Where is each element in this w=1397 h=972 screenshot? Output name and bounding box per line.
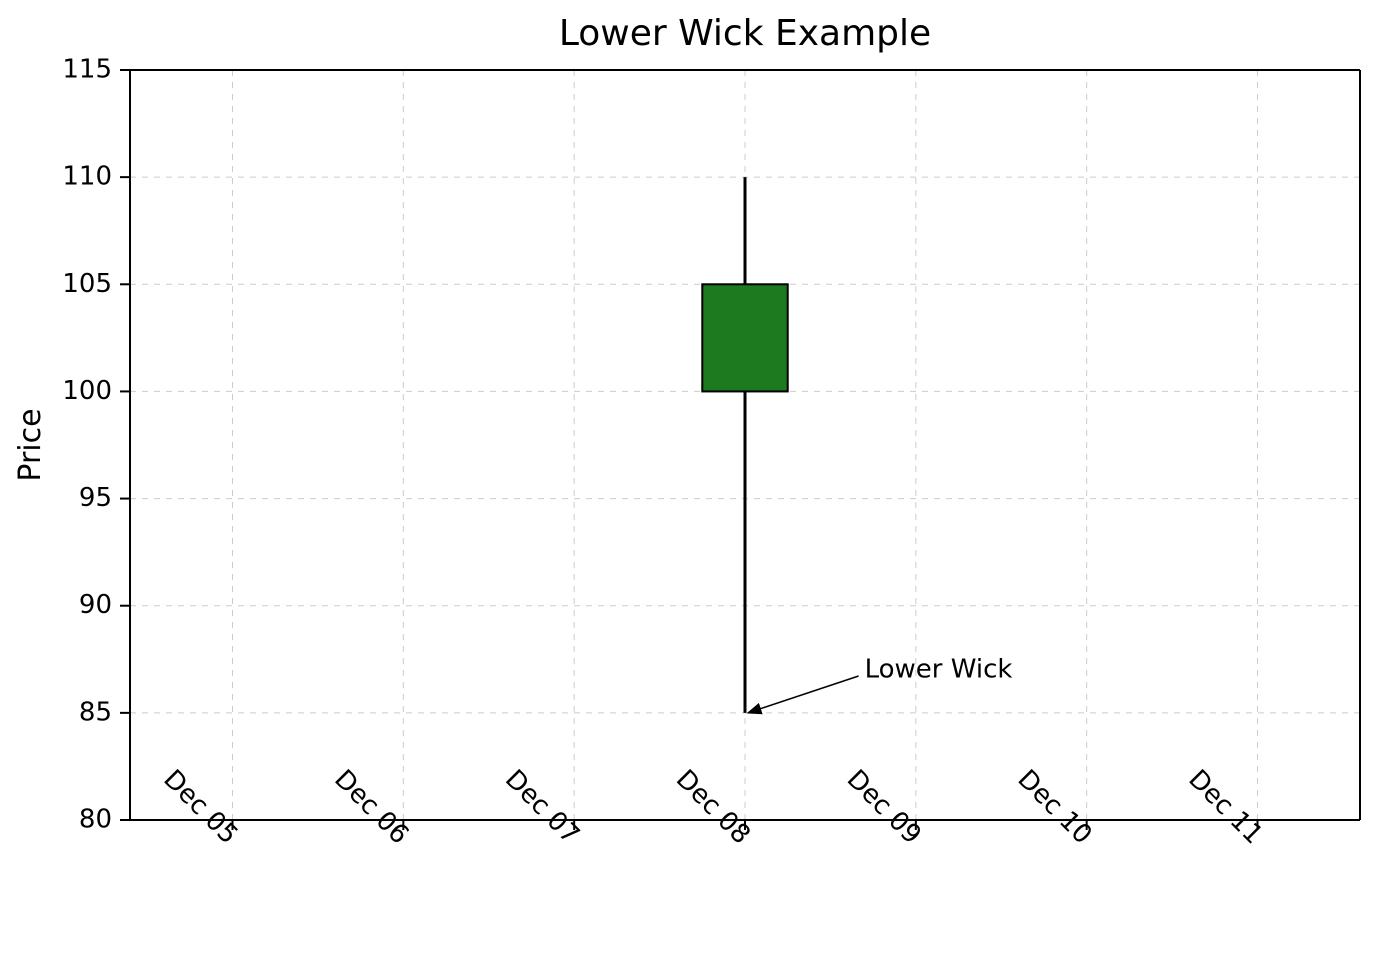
annotation-label: Lower Wick bbox=[865, 655, 1013, 685]
y-tick-label: 105 bbox=[62, 269, 112, 299]
chart-svg: 80859095100105110115Dec 05Dec 06Dec 07De… bbox=[0, 0, 1397, 972]
y-tick-label: 90 bbox=[79, 590, 112, 620]
chart-container: 80859095100105110115Dec 05Dec 06Dec 07De… bbox=[0, 0, 1397, 972]
chart-title: Lower Wick Example bbox=[559, 13, 931, 54]
candle-body bbox=[702, 284, 787, 391]
y-tick-label: 85 bbox=[79, 697, 112, 727]
y-tick-label: 110 bbox=[62, 162, 112, 192]
y-tick-label: 115 bbox=[62, 55, 112, 85]
y-tick-label: 100 bbox=[62, 376, 112, 406]
y-tick-label: 80 bbox=[79, 805, 112, 835]
y-axis-label: Price bbox=[13, 408, 48, 481]
y-tick-label: 95 bbox=[79, 483, 112, 513]
